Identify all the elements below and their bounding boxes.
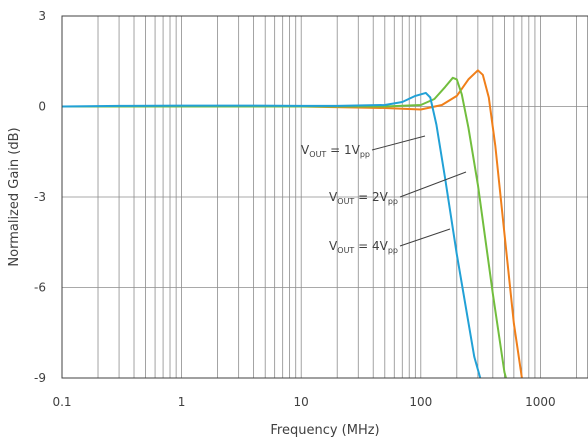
annotations: VOUT = 1Vpp VOUT = 2Vpp VOUT = 4Vpp	[301, 135, 467, 255]
series-line-3	[62, 91, 482, 378]
annotation-leader-1	[371, 135, 426, 151]
y-tick-label: -6	[34, 281, 46, 295]
x-axis-label: Frequency (MHz)	[270, 423, 379, 438]
y-tick-label: -9	[34, 371, 46, 385]
x-tick-label: 1	[178, 395, 186, 409]
annotation-leader-3	[399, 228, 451, 247]
x-tick-label: 100	[409, 395, 432, 409]
x-tick-label: 0.1	[52, 395, 71, 409]
y-axis-label: Normalized Gain (dB)	[7, 127, 22, 266]
series-line-2	[62, 76, 508, 378]
annotation-label-3: VOUT = 4Vpp	[329, 239, 398, 255]
series-layer	[62, 69, 524, 378]
y-tick-label: 3	[38, 9, 46, 23]
annotation-leader-2	[399, 171, 467, 198]
annotation-label-2: VOUT = 2Vpp	[329, 190, 398, 206]
x-tick-label: 10	[294, 395, 309, 409]
x-tick-label: 1000	[525, 395, 556, 409]
annotation-label-1: VOUT = 1Vpp	[301, 143, 370, 159]
tick-labels: 0.1 1 10 100 1000 3 0 -3 -6 -9	[34, 9, 556, 409]
y-tick-label: -3	[34, 190, 46, 204]
plot-frame	[61, 15, 588, 379]
series-line-1	[62, 69, 524, 378]
grid	[62, 15, 588, 379]
y-tick-label: 0	[38, 100, 46, 114]
